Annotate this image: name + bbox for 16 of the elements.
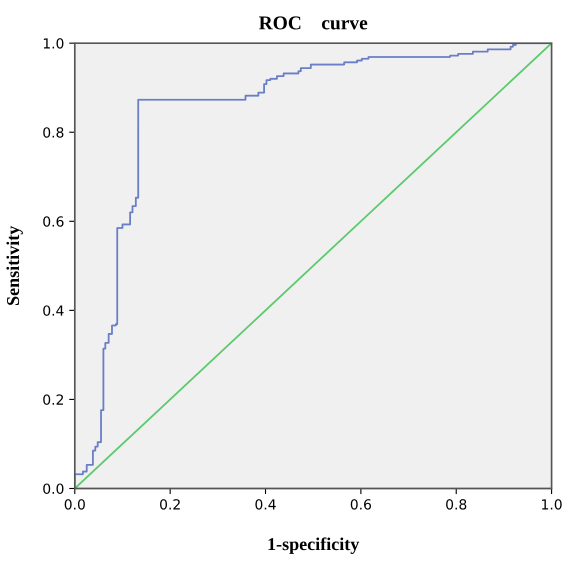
- x-tick-label: 0.2: [160, 499, 180, 510]
- x-tick-label: 0.0: [64, 499, 85, 510]
- y-axis-title: Sensitivity: [6, 226, 23, 305]
- y-tick-label: 1.0: [44, 38, 64, 49]
- y-tick-label: 0.4: [43, 305, 64, 316]
- x-axis-title: 1-specificity: [268, 537, 360, 554]
- line-series: [74, 43, 552, 488]
- x-tick-label: 0.4: [255, 499, 276, 510]
- x-tick-label: 0.8: [446, 499, 466, 510]
- y-tick-label: 0.0: [43, 483, 64, 494]
- chart-title: ROC curve: [258, 16, 368, 30]
- y-tick-label: 0.6: [43, 216, 64, 227]
- y-tick-label: 0.8: [43, 127, 64, 138]
- y-tick-label: 0.2: [43, 394, 63, 405]
- x-tick-label: 0.6: [350, 499, 372, 510]
- x-tick-label: 1.0: [542, 499, 562, 510]
